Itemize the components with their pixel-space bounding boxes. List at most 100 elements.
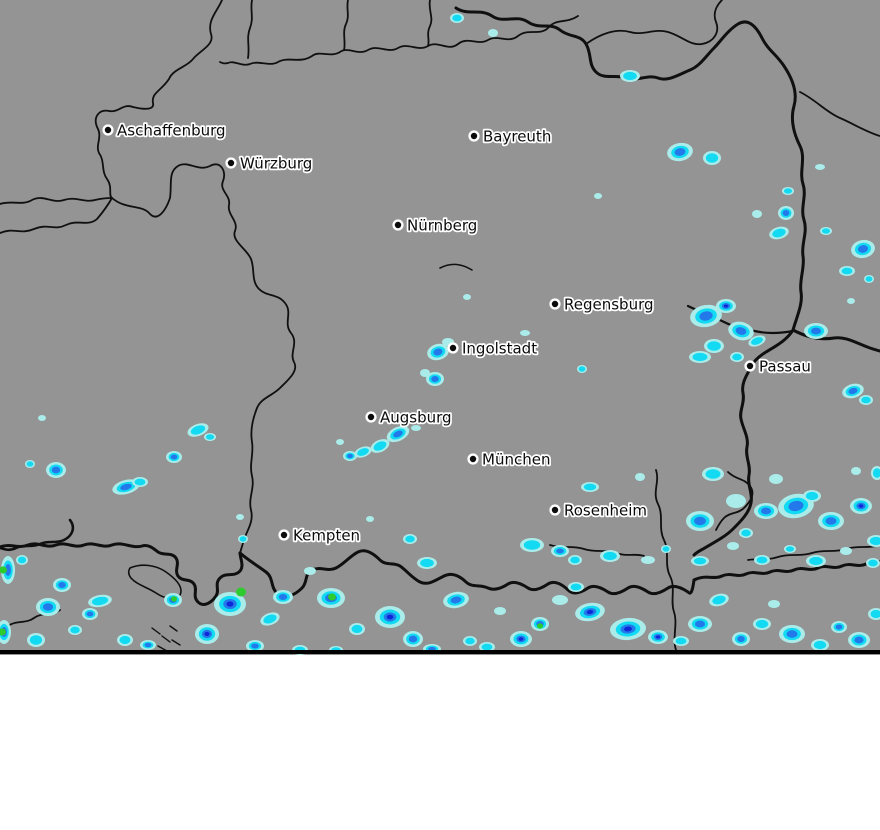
border-tyrol-short xyxy=(549,544,645,557)
city-marker-würzburg: Würzburg xyxy=(225,153,314,174)
radar-echo xyxy=(839,266,855,276)
border-austria-alps-west xyxy=(0,542,244,606)
radar-echo-cell xyxy=(751,337,763,345)
radar-echo xyxy=(366,516,374,522)
radar-echo-cell xyxy=(336,439,344,445)
border-sw-corner xyxy=(0,518,75,552)
radar-echo xyxy=(866,558,880,568)
radar-echo xyxy=(779,625,805,643)
radar-echo xyxy=(82,608,98,620)
radar-echo xyxy=(551,545,569,557)
radar-map-svg: Aschaffenburg Würzburg Bayreuth Nürnberg Reg… xyxy=(0,0,880,655)
radar-echo-cell xyxy=(144,642,152,648)
caption-area: Sim. max. Radarreflektivität (in dbZ) Mo… xyxy=(0,655,880,830)
city-label: Kempten xyxy=(293,527,360,545)
radar-echo xyxy=(479,642,495,652)
radar-echo xyxy=(577,365,587,373)
radar-echo-cell xyxy=(813,640,827,650)
radar-echo xyxy=(132,477,148,487)
radar-echo xyxy=(370,439,390,453)
radar-echo xyxy=(420,369,430,377)
border-ne-corner xyxy=(799,91,880,137)
radar-echo xyxy=(768,600,780,608)
radar-echo xyxy=(195,624,219,644)
radar-echo xyxy=(864,275,874,283)
radar-echo-cell xyxy=(788,500,804,512)
city-label: Rosenheim xyxy=(564,502,647,520)
radar-echo-cell xyxy=(737,636,745,642)
city-dot xyxy=(102,124,114,136)
city-marker-passau: Passau xyxy=(744,356,813,377)
radar-echo xyxy=(336,439,344,445)
radar-echo xyxy=(510,631,532,647)
radar-echo xyxy=(778,206,794,220)
radar-echo-cell xyxy=(752,210,762,218)
radar-echo-cell xyxy=(815,164,825,170)
radar-echo-cell xyxy=(170,454,178,460)
radar-echo-cell xyxy=(347,453,353,459)
radar-echo-cell xyxy=(726,494,746,508)
radar-echo xyxy=(690,304,722,328)
radar-echo-cell xyxy=(675,637,687,645)
radar-echo xyxy=(575,602,605,622)
radar-echo xyxy=(730,352,744,362)
radar-echo xyxy=(25,460,35,468)
radar-echo-cell xyxy=(204,631,210,637)
radar-echo-cell xyxy=(694,620,706,628)
radar-echo xyxy=(600,550,620,562)
radar-echo-cell xyxy=(236,514,244,520)
border-innviertel xyxy=(715,471,754,531)
radar-echo xyxy=(488,29,498,37)
radar-echo xyxy=(140,640,156,650)
radar-echo-cell xyxy=(699,311,713,321)
border-hesse-west xyxy=(0,197,113,205)
radar-echo-cell xyxy=(741,529,751,537)
city-marker-ingolstadt: Ingolstadt xyxy=(447,338,539,359)
radar-echo xyxy=(187,423,209,437)
radar-echo-cell xyxy=(662,546,670,552)
radar-echo xyxy=(349,623,365,635)
radar-echo xyxy=(204,433,216,441)
radar-echo xyxy=(748,335,766,347)
border-bw-loop xyxy=(0,197,113,234)
border-austria-alps-east xyxy=(692,560,880,582)
radar-echo xyxy=(166,451,182,463)
city-dot xyxy=(744,360,756,372)
radar-echo-cell xyxy=(783,188,793,194)
radar-echo xyxy=(1,556,15,584)
radar-echo-cell xyxy=(712,595,726,605)
radar-echo-cell xyxy=(840,547,852,555)
radar-echo xyxy=(709,593,729,607)
radar-echo xyxy=(754,503,778,519)
radar-echo-cell xyxy=(769,474,783,484)
radar-echo-cell xyxy=(705,153,719,163)
radar-echo xyxy=(38,415,46,421)
border-thuringia xyxy=(219,15,579,66)
radar-echo-cell xyxy=(91,596,109,606)
radar-echo xyxy=(847,298,855,304)
radar-echo xyxy=(842,383,864,399)
radar-echo xyxy=(769,474,783,484)
radar-echo xyxy=(520,330,530,336)
radar-echo-cell xyxy=(858,504,864,508)
radar-echo xyxy=(594,193,602,199)
radar-echo-cell xyxy=(42,603,54,611)
radar-echo-cell xyxy=(431,376,439,382)
radar-echo-cell xyxy=(278,594,288,600)
radar-echo-cell xyxy=(847,298,855,304)
radar-echo xyxy=(463,294,471,300)
radar-echo-cell xyxy=(851,467,861,475)
radar-echo-cell xyxy=(463,294,471,300)
city-dot xyxy=(225,157,237,169)
radar-echo xyxy=(868,608,880,620)
radar-echo xyxy=(53,578,71,592)
radar-echo xyxy=(426,372,444,386)
radar-echo-cell xyxy=(251,643,259,649)
city-dot xyxy=(467,453,479,465)
border-czech xyxy=(454,6,807,332)
radar-echo-cell xyxy=(810,327,822,335)
radar-echo-cell xyxy=(205,434,215,440)
radar-echo-cell xyxy=(786,630,798,638)
city-marker-bayreuth: Bayreuth xyxy=(468,126,553,147)
border-bavaria-nw xyxy=(94,0,223,199)
